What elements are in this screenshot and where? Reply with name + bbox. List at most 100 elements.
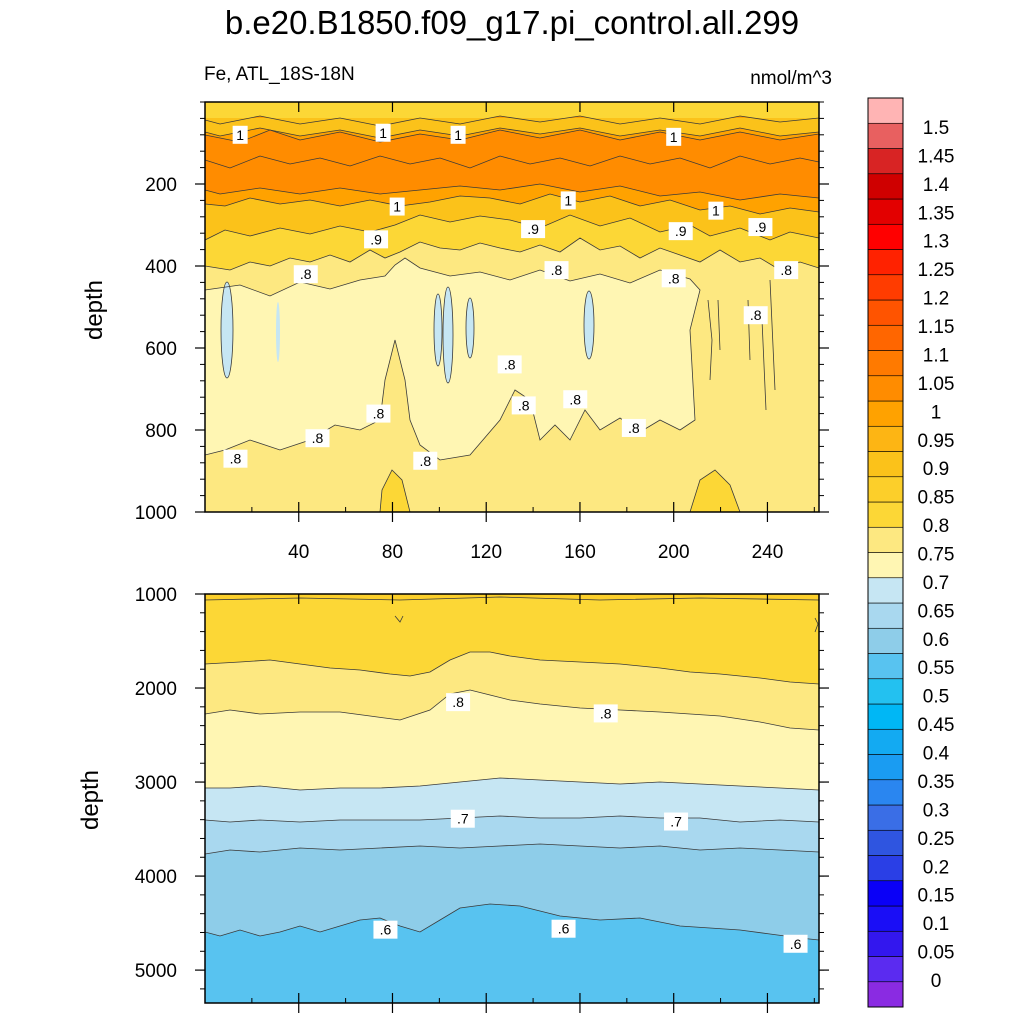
colorbar-swatch bbox=[867, 703, 904, 730]
upper-contour-label: .8 bbox=[312, 430, 324, 446]
upper-fill-07-patch bbox=[221, 282, 233, 378]
contour-line bbox=[814, 617, 819, 633]
lower-plot-frame bbox=[204, 593, 820, 1004]
colorbar-level-label: 1.5 bbox=[923, 118, 949, 139]
lower-contour-label-bg bbox=[551, 919, 576, 938]
contour-line bbox=[205, 596, 819, 601]
upper-contour-label: .8 bbox=[504, 356, 516, 372]
colorbar-swatch bbox=[867, 198, 904, 225]
contour-line bbox=[205, 183, 819, 201]
colorbar-level-label: 1.05 bbox=[918, 374, 955, 395]
lower-contour-label: .7 bbox=[670, 814, 682, 830]
colorbar-swatch bbox=[867, 981, 904, 1008]
upper-x-tick-label: 40 bbox=[288, 542, 309, 563]
lower-contour-label: .6 bbox=[558, 921, 570, 937]
lower-contour-label: .6 bbox=[380, 922, 392, 938]
upper-contour-label-bg bbox=[232, 125, 248, 144]
colorbar-level-label: 0.3 bbox=[923, 800, 949, 821]
lower-y-tick-label: 3000 bbox=[135, 773, 177, 794]
lower-contour-label-bg bbox=[446, 693, 471, 712]
upper-fill-085-bottom bbox=[380, 470, 740, 512]
colorbar-swatch bbox=[867, 299, 904, 326]
upper-contour-label: .8 bbox=[551, 262, 563, 278]
colorbar-swatch bbox=[867, 602, 904, 629]
variable-label: Fe, ATL_18S-18N bbox=[204, 64, 355, 85]
upper-contour-label: .8 bbox=[230, 451, 242, 467]
colorbar-swatch bbox=[867, 173, 904, 200]
colorbar-swatch bbox=[867, 653, 904, 680]
contour-line bbox=[442, 286, 454, 384]
contour-line bbox=[205, 815, 819, 823]
colorbar-level-label: 0 bbox=[931, 971, 942, 992]
colorbar-level-label: 0.4 bbox=[923, 744, 950, 765]
colorbar-level-label: 0.9 bbox=[923, 459, 949, 480]
upper-contour-label-bg bbox=[774, 261, 799, 280]
colorbar-swatch bbox=[867, 451, 904, 478]
upper-contour-label: 1 bbox=[379, 125, 387, 141]
lower-fill-085 bbox=[205, 594, 819, 684]
upper-y-tick-label: 200 bbox=[145, 175, 177, 196]
colorbar-swatch bbox=[867, 779, 904, 806]
upper-contour-label: 1 bbox=[393, 199, 401, 215]
upper-x-tick-label: 240 bbox=[752, 542, 784, 563]
upper-x-tick-label: 80 bbox=[382, 542, 403, 563]
colorbar-level-label: 1 bbox=[931, 402, 942, 423]
upper-contour-label-bg bbox=[366, 404, 391, 423]
upper-contour-label: .8 bbox=[569, 391, 581, 407]
colorbar: 0 0.05 0.1 0.15 0.2 0.25 0.3 0.35 0.4 0.45 0.5 0.55… bbox=[867, 97, 955, 1008]
upper-contour-label: .8 bbox=[419, 453, 431, 469]
colorbar-swatch bbox=[867, 223, 904, 250]
upper-fill-07-patch bbox=[276, 302, 280, 362]
colorbar-swatch bbox=[867, 375, 904, 402]
upper-contour-label-bg bbox=[560, 191, 576, 210]
colorbar-swatch bbox=[867, 880, 904, 907]
upper-contour-label-bg bbox=[497, 355, 522, 374]
contour-line bbox=[205, 651, 819, 685]
upper-contour-label: .8 bbox=[668, 270, 680, 286]
upper-y-axis-title: depth bbox=[81, 280, 108, 340]
upper-contour-fill bbox=[205, 102, 819, 512]
colorbar-swatch bbox=[867, 930, 904, 957]
contour-line bbox=[707, 279, 776, 411]
upper-y-tick-label: 400 bbox=[145, 257, 177, 278]
contour-line bbox=[379, 469, 411, 512]
colorbar-level-label: 1.15 bbox=[918, 317, 955, 338]
colorbar-swatch bbox=[867, 728, 904, 755]
upper-contour-label-bg bbox=[413, 451, 438, 470]
lower-panel: 1000 2000 3000 4000 5000 .8 .8 .7 .7 .6 .6 .6 dept… bbox=[77, 585, 829, 1013]
contour-line bbox=[205, 237, 819, 271]
colorbar-swatch bbox=[867, 829, 904, 856]
colorbar-level-label: 0.25 bbox=[918, 829, 955, 850]
units-label: nmol/m^3 bbox=[750, 68, 832, 89]
lower-contour-label: .8 bbox=[600, 705, 612, 721]
colorbar-swatch bbox=[867, 905, 904, 932]
upper-contour-label-bg bbox=[223, 449, 248, 468]
upper-fill-105 bbox=[205, 130, 819, 200]
colorbar-level-label: 0.85 bbox=[918, 488, 955, 509]
upper-contour-label-bg bbox=[621, 418, 646, 437]
colorbar-level-label: 1.35 bbox=[918, 203, 955, 224]
upper-contour-label: .9 bbox=[370, 231, 382, 247]
colorbar-level-label: 0.55 bbox=[918, 658, 955, 679]
upper-x-tick-label: 120 bbox=[470, 542, 502, 563]
upper-contour-label: 1 bbox=[670, 129, 678, 145]
contour-line bbox=[205, 903, 819, 941]
contour-line bbox=[465, 297, 475, 359]
upper-y-tick-label: 1000 bbox=[135, 503, 177, 524]
colorbar-level-label: 1.2 bbox=[923, 289, 949, 310]
colorbar-level-label: 0.6 bbox=[923, 630, 949, 651]
upper-contour-label-bg bbox=[364, 230, 389, 249]
upper-contour-label: 1 bbox=[712, 203, 720, 219]
colorbar-level-label: 1.1 bbox=[923, 345, 949, 366]
colorbar-swatch bbox=[867, 122, 904, 149]
contour-line bbox=[433, 293, 443, 367]
lower-contour-labels: .8 .8 .7 .7 .6 .6 .6 bbox=[373, 693, 808, 953]
colorbar-swatch bbox=[867, 956, 904, 983]
upper-x-tick-label: 160 bbox=[564, 542, 596, 563]
upper-contour-label-bg bbox=[375, 123, 391, 142]
colorbar-level-label: 0.35 bbox=[918, 772, 955, 793]
lower-contour-label: .7 bbox=[457, 811, 469, 827]
colorbar-level-label: 0.15 bbox=[918, 886, 955, 907]
